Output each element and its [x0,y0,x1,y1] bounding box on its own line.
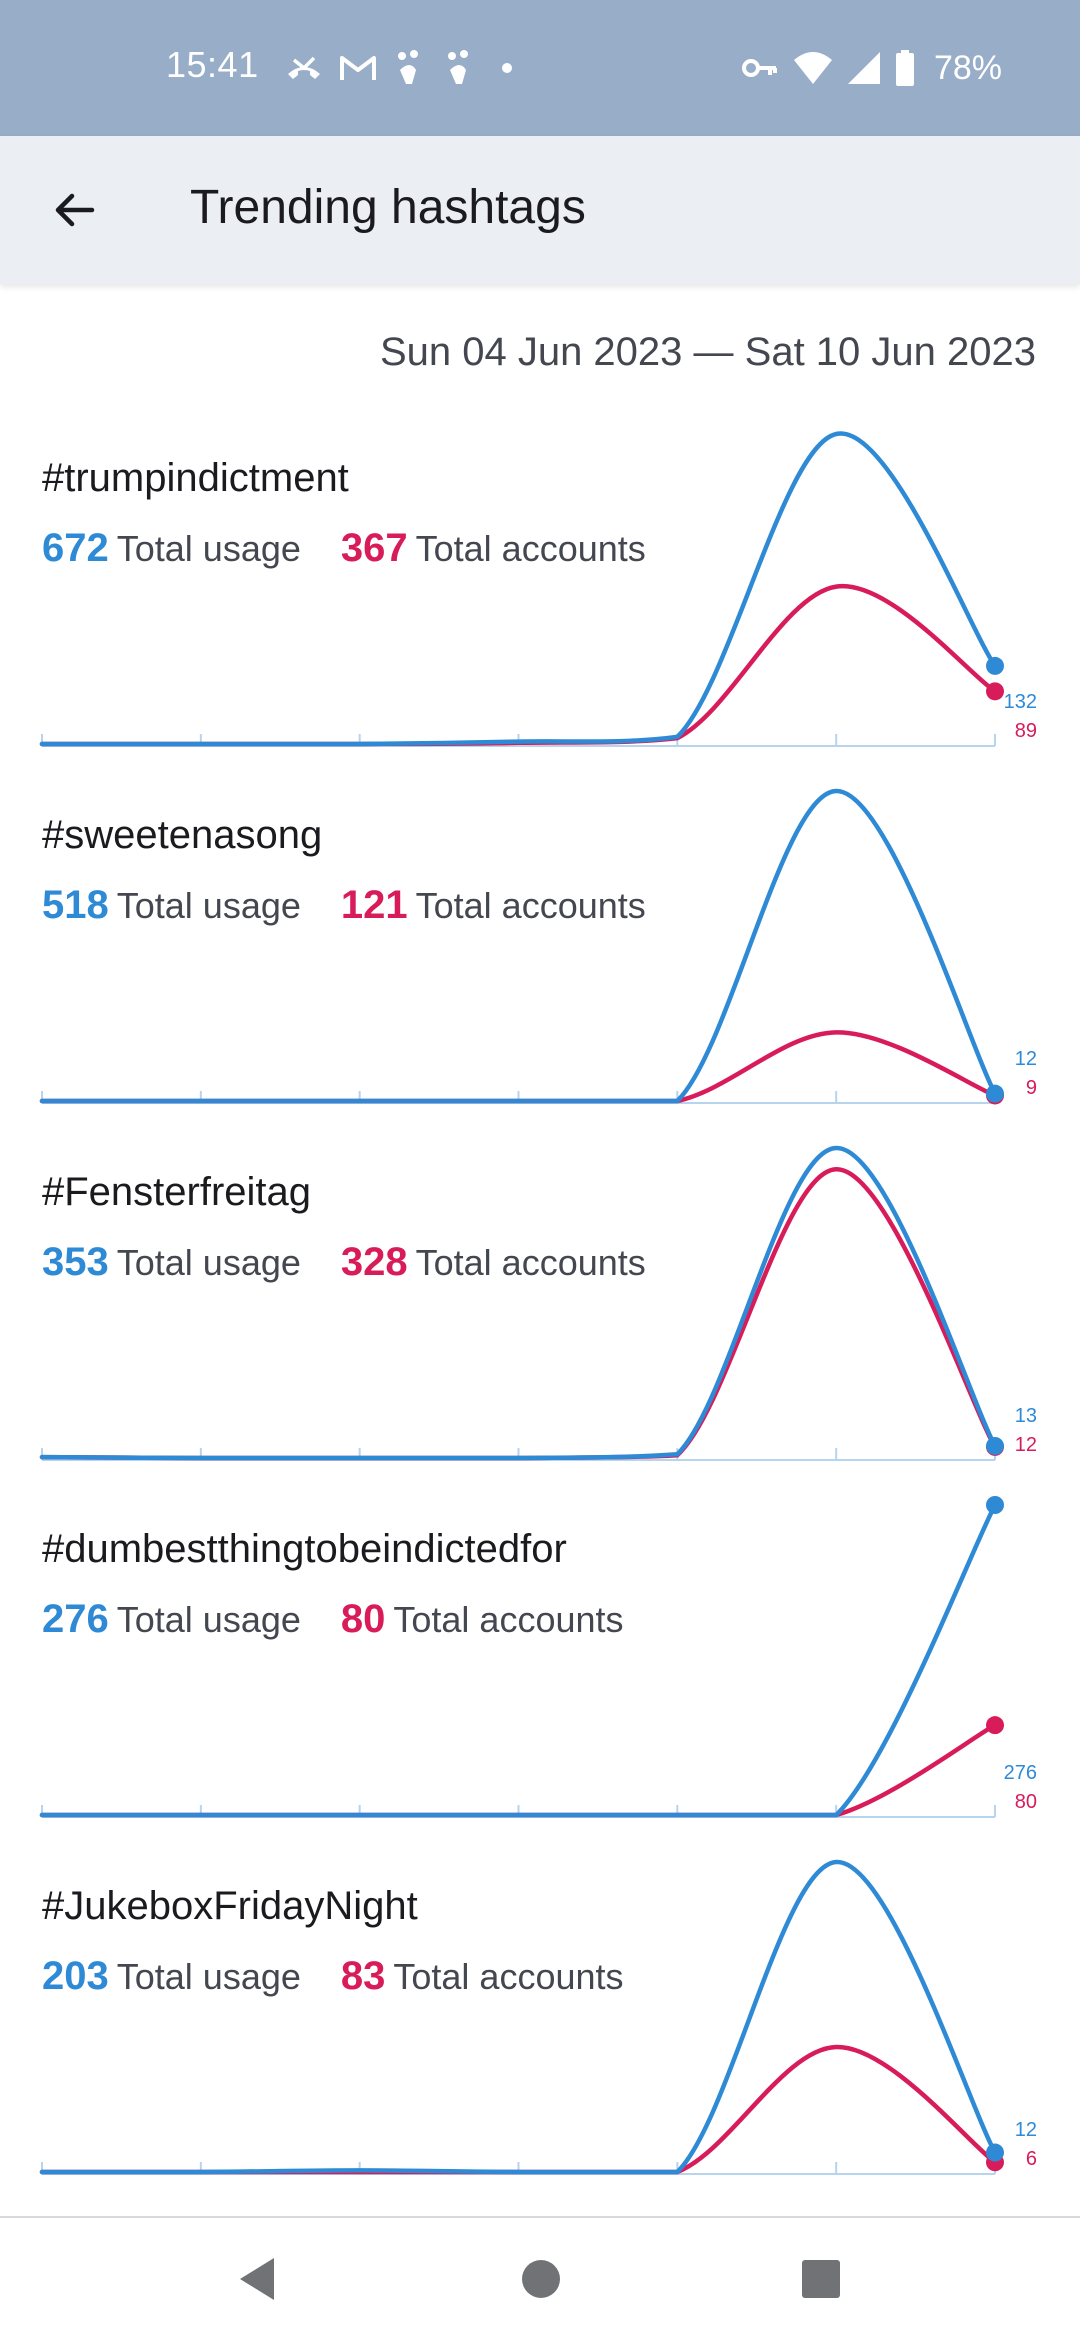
usage-end-label: 276 [1004,1762,1037,1784]
dot-icon [502,63,512,73]
total-usage-value: 353 [42,1240,109,1284]
nav-back-button[interactable] [222,2248,292,2310]
total-accounts-value: 80 [340,1597,386,1641]
usage-series-line [39,1502,998,1818]
total-accounts-label: Total accounts [415,885,646,926]
hashtag-stats: 518 Total usage 121 Total accounts [42,883,646,928]
battery-level: 78% [933,48,1002,87]
hashtag-name[interactable]: #JukeboxFridayNight [42,1884,418,1928]
accounts-end-label: 9 [1026,1077,1037,1099]
usage-end-label: 13 [1015,1405,1037,1427]
back-button[interactable] [32,174,116,246]
hashtag-card[interactable]: 132 89 #trumpindictment 672 Total usage 367… [0,431,1080,812]
usage-end-point [986,1496,1004,1514]
paw-icon [398,50,418,84]
hashtag-sparkline: 129 [39,788,1037,1105]
total-usage-label: Total usage [116,1599,301,1640]
total-accounts-label: Total accounts [415,1242,646,1283]
arrow-back-icon [55,193,95,227]
total-accounts-label: Total accounts [393,1956,624,1997]
usage-end-label: 12 [1015,2119,1037,2141]
battery-icon [895,50,914,86]
accounts-end-label: 89 [1015,720,1037,742]
hashtag-stats: 276 Total usage 80 Total accounts [42,1597,624,1642]
nav-home-button[interactable] [506,2248,576,2310]
usage-end-point [986,1436,1004,1455]
signal-icon [847,52,880,84]
total-accounts-label: Total accounts [415,528,646,569]
back-triangle-icon [240,2258,274,2300]
notification-icons [284,44,522,92]
usage-series-line [39,431,998,747]
hashtag-name[interactable]: #dumbestthingtobeindictedfor [42,1527,567,1571]
status-bar: 15:41 [0,0,1080,136]
accounts-end-label: 6 [1026,2148,1037,2170]
system-icons: 78% [740,44,1002,92]
hashtag-stats: 353 Total usage 328 Total accounts [42,1240,646,1285]
accounts-series-line [39,1030,998,1104]
total-usage-value: 203 [42,1954,109,1998]
recents-square-icon [802,2260,840,2298]
total-accounts-value: 367 [340,526,408,570]
hashtag-stats: 672 Total usage 367 Total accounts [42,526,646,571]
hashtag-card[interactable]: 12 9 #sweetenasong 518 Total usage 121 Total… [0,788,1080,1169]
total-usage-value: 518 [42,883,109,927]
accounts-end-label: 12 [1015,1434,1037,1456]
hashtag-sparkline: 276 80 [39,1496,1037,1818]
accounts-series-line [39,1722,998,1818]
total-accounts-value: 328 [340,1240,408,1284]
usage-series-line [39,788,998,1104]
app-bar: Trending hashtags [0,136,1080,284]
paw-icon [448,50,468,84]
navigation-bar [0,2216,1080,2340]
accounts-end-point [986,682,1004,701]
usage-series-line [39,1859,998,2175]
nav-recents-button[interactable] [786,2248,856,2310]
total-accounts-label: Total accounts [393,1599,624,1640]
accounts-series-line [39,584,998,747]
missed-call-icon [288,56,320,79]
gmail-icon [340,56,376,80]
status-time: 15:41 [166,44,259,85]
hashtag-name[interactable]: #trumpindictment [42,456,349,500]
hashtag-stats: 203 Total usage 83 Total accounts [42,1954,624,1999]
accounts-end-label: 80 [1015,1791,1037,1813]
total-usage-label: Total usage [116,1242,301,1283]
hashtag-name[interactable]: #Fensterfreitag [42,1170,312,1214]
usage-end-point [986,656,1004,675]
hashtag-card[interactable]: 12 6 #JukeboxFridayNight 203 Total usage 83… [0,1859,1080,2240]
hashtag-name[interactable]: #sweetenasong [42,813,323,857]
total-usage-value: 672 [42,526,109,570]
total-accounts-value: 121 [340,883,408,927]
wifi-icon [793,52,832,84]
total-usage-label: Total usage [116,528,301,569]
usage-end-label: 12 [1015,1048,1037,1070]
accounts-end-point [986,1716,1004,1735]
hashtag-card[interactable]: 13 12 #Fensterfreitag 353 Total usage 328 To… [0,1145,1080,1526]
usage-end-point [986,2143,1004,2162]
hashtag-sparkline: 126 [39,1859,1037,2175]
usage-end-point [986,1084,1004,1103]
total-usage-label: Total usage [116,885,301,926]
total-usage-value: 276 [42,1597,109,1641]
home-circle-icon [522,2260,560,2298]
vpn-key-icon [741,59,777,77]
usage-end-label: 132 [1004,691,1037,713]
usage-series-line [39,1145,998,1461]
hashtag-card[interactable]: 276 80 #dumbestthingtobeindictedfor 276 To… [0,1496,1080,1883]
accounts-series-line [39,2044,998,2175]
total-usage-label: Total usage [116,1956,301,1997]
page-title: Trending hashtags [190,181,586,234]
date-range: Sun 04 Jun 2023 — Sat 10 Jun 2023 [379,330,1036,374]
total-accounts-value: 83 [340,1954,386,1998]
